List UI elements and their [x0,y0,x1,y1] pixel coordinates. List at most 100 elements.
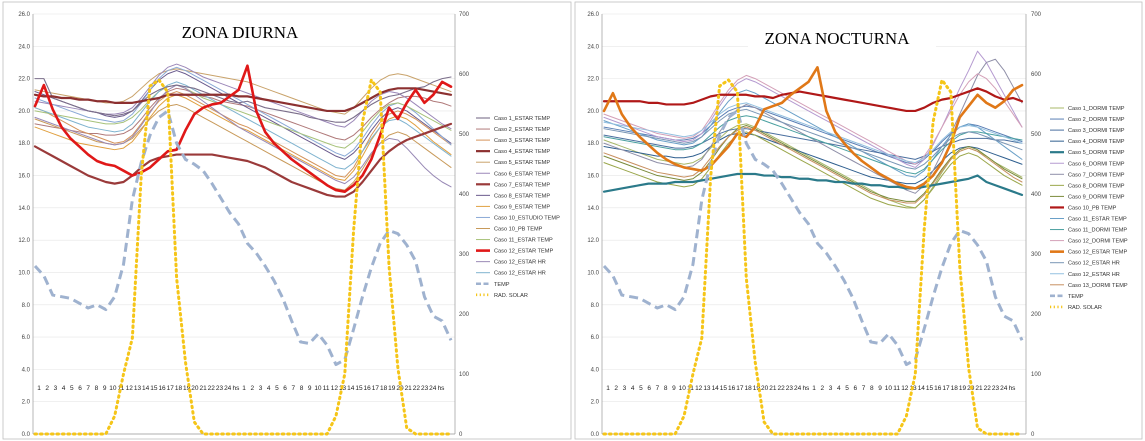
y-right-tick-label: 500 [459,132,470,138]
chart-title: ZONA NOCTURNA [765,29,911,48]
x-tick-label: 16 [934,385,942,392]
y-left-tick-label: 4.0 [591,367,600,373]
y-left-tick-label: 24.0 [18,44,30,50]
legend-label: Caso 10_PB TEMP [494,227,543,233]
y-left-tick-label: 10.0 [18,270,30,276]
legend-label: Caso 1_DORMI TEMP [1068,106,1125,112]
x-tick-label: 22 [984,385,992,392]
x-tick-label: 20 [191,385,199,392]
x-tick-label: 3 [623,385,627,392]
legend-label: Caso 11_DORMI TEMP [1068,228,1127,234]
y-left-tick-label: 12.0 [18,238,30,244]
y-right-tick-label: 700 [459,12,470,18]
x-tick-label: 12 [901,385,909,392]
y-right-tick-label: 100 [459,372,470,378]
x-tick-label: 9 [878,385,882,392]
series-line-temp [602,109,1024,367]
y-left-tick-label: 14.0 [587,206,599,212]
chart-frame [2,1,572,440]
x-tick-label: 12 [126,385,134,392]
x-tick-label: 22 [413,385,421,392]
y-left-tick-label: 16.0 [18,174,30,180]
x-tick-label: 24 [224,385,232,392]
x-tick-label: 3 [259,385,263,392]
x-tick-label: 1 [242,385,246,392]
x-tick-label: 14 [712,385,720,392]
y-right-tick-label: 100 [1031,372,1042,378]
legend-label: Caso 6_ESTAR TEMP [494,171,550,177]
legend-label: RAD. SOLAR [1068,305,1102,311]
y-left-tick-label: 12.0 [587,238,599,244]
x-tick-label: 14 [142,385,150,392]
y-left-tick-label: 6.0 [22,335,31,341]
series-line-caso-13-dormi-temp [603,126,1023,204]
chart-title: ZONA DIURNA [182,23,299,42]
x-tick-label: 5 [845,385,849,392]
x-tick-label: hs [802,385,810,392]
legend-label: Caso 13_DORMI TEMP [1068,283,1128,289]
legend-label: Caso 3_DORMI TEMP [1068,128,1125,134]
series-line-caso-8-estar-temp [34,70,452,160]
legend-label: Caso 12_DORMI TEMP [1068,239,1128,245]
x-tick-label: 22 [208,385,216,392]
x-tick-label: 19 [959,385,967,392]
legend-label: Caso 1_ESTAR TEMP [494,116,550,122]
x-tick-label: 15 [720,385,728,392]
legend-label: Caso 5_DORMI TEMP [1068,150,1125,156]
y-right-tick-label: 400 [1031,192,1042,198]
series-line-rad-solar [602,78,1024,436]
x-tick-label: 17 [942,385,950,392]
legend-label: Caso 2_DORMI TEMP [1068,117,1125,123]
legend-label: Caso 12_ESTAR HR [1068,272,1120,278]
x-tick-label: 18 [380,385,388,392]
x-tick-label: 18 [745,385,753,392]
y-right-tick-label: 0 [1031,432,1035,438]
x-tick-label: 11 [687,385,694,392]
x-tick-label: 17 [167,385,175,392]
legend-label: Caso 2_ESTAR TEMP [494,127,550,133]
y-left-tick-label: 24.0 [587,44,599,50]
x-tick-label: 22 [778,385,786,392]
x-tick-label: 24 [429,385,437,392]
x-tick-label: 15 [926,385,934,392]
x-tick-label: 17 [372,385,380,392]
x-tick-label: 16 [728,385,736,392]
legend-label: Caso 9_ESTAR TEMP [494,204,550,210]
x-tick-label: 9 [672,385,676,392]
x-tick-label: 21 [769,385,777,392]
x-tick-label: 10 [109,385,117,392]
x-tick-label: 23 [216,385,224,392]
x-tick-label: 11 [893,385,900,392]
x-tick-label: 10 [314,385,322,392]
x-tick-label: 15 [150,385,158,392]
series-line-caso-6-dormi-temp [603,50,1023,168]
legend-label: Caso 6_DORMI TEMP [1068,161,1125,167]
legend-label: Caso 12_ESTAR HR [494,271,546,277]
legend-label: Caso 10_PB TEMP [1068,205,1117,211]
legend-label: Caso 9_DORMI TEMP [1068,194,1125,200]
x-tick-label: 2 [250,385,254,392]
y-left-tick-label: 14.0 [18,206,30,212]
legend-label: Caso 10_ESTUDIO TEMP [494,215,560,221]
y-left-tick-label: 22.0 [18,77,30,83]
legend-label: Caso 8_ESTAR TEMP [494,193,550,199]
x-tick-label: 23 [786,385,794,392]
x-tick-label: 24 [1000,385,1008,392]
legend-label: RAD. SOLAR [494,293,528,299]
y-left-tick-label: 10.0 [587,270,599,276]
y-left-tick-label: 26.0 [587,12,599,18]
y-right-tick-label: 200 [1031,312,1042,318]
y-right-tick-label: 700 [1031,12,1042,18]
x-tick-label: 3 [829,385,833,392]
legend-label: Caso 12_ESTAR TEMP [494,249,553,255]
y-left-tick-label: 16.0 [587,174,599,180]
x-tick-label: 8 [664,385,668,392]
legend-label: Caso 7_ESTAR TEMP [494,182,550,188]
series-line-temp [33,109,453,367]
y-left-tick-label: 4.0 [22,367,31,373]
x-tick-label: 4 [837,385,841,392]
y-right-tick-label: 600 [1031,72,1042,78]
y-right-tick-label: 300 [459,252,470,258]
legend-label: Caso 12_ESTAR TEMP [1068,250,1127,256]
